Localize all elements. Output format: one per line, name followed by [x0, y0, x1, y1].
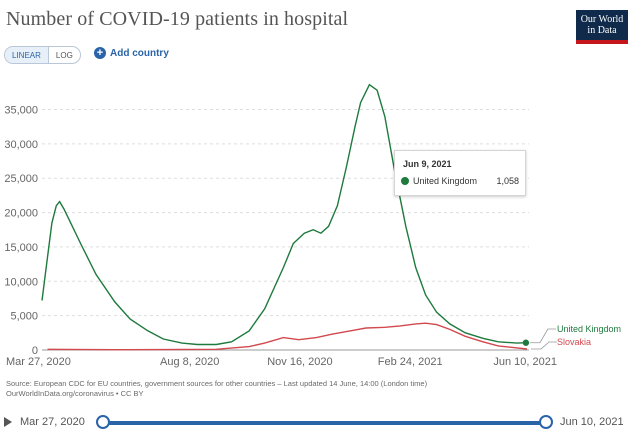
scale-toggle: LINEAR LOG [4, 46, 81, 64]
timeline-start-label: Mar 27, 2020 [20, 416, 85, 428]
logo-line-2: in Data [587, 25, 617, 36]
play-icon[interactable] [4, 417, 12, 427]
legend-connector [529, 328, 556, 344]
y-tick-label: 35,000 [4, 104, 38, 116]
add-country-label: Add country [110, 47, 169, 59]
timeline-track[interactable] [104, 421, 546, 425]
source-note: Source: European CDC for EU countries, g… [6, 379, 427, 399]
data-tooltip: Jun 9, 2021 United Kingdom 1,058 [394, 150, 526, 196]
uk-end-point [522, 339, 530, 346]
series-line-united-kingdom [41, 83, 526, 346]
add-country-button[interactable]: + Add country [94, 47, 169, 59]
hospital-patients-chart[interactable]: 0 5,000 10,000 15,000 20,000 25,000 30,000 35,0… [0, 0, 640, 380]
linear-button[interactable]: LINEAR [5, 47, 49, 63]
x-tick-label: Nov 16, 2020 [267, 356, 332, 368]
source-line-1: Source: European CDC for EU countries, g… [6, 379, 428, 388]
timeline-end-label: Jun 10, 2021 [560, 416, 624, 428]
tooltip-date: Jun 9, 2021 [403, 159, 452, 169]
tooltip-series: United Kingdom [413, 176, 478, 186]
timeline-end-handle[interactable] [539, 415, 553, 429]
source-line-2[interactable]: OurWorldInData.org/coronavirus • CC BY [6, 389, 144, 398]
x-tick-label: Aug 8, 2020 [160, 356, 219, 368]
y-tick-label: 30,000 [4, 139, 38, 151]
chart-title: Number of COVID-19 patients in hospital [6, 8, 349, 30]
timeline-slider: Mar 27, 2020 Jun 10, 2021 [0, 412, 640, 434]
x-tick-label: Jun 10, 2021 [493, 356, 557, 368]
y-tick-label: 0 [32, 345, 38, 357]
logo-line-1: Our World [580, 14, 624, 25]
y-tick-label: 15,000 [4, 242, 38, 254]
y-tick-label: 25,000 [4, 173, 38, 185]
tooltip-row: United Kingdom 1,058 [401, 176, 519, 186]
y-tick-label: 10,000 [4, 276, 38, 288]
legend-label-slovakia: Slovakia [557, 337, 591, 347]
series-line-slovakia [47, 322, 528, 351]
legend-label-united-kingdom: United Kingdom [557, 324, 621, 334]
x-tick-label: Feb 24, 2021 [378, 356, 443, 368]
tooltip-value: 1,058 [496, 176, 519, 186]
owid-logo[interactable]: Our World in Data [576, 10, 628, 44]
y-tick-label: 20,000 [4, 208, 38, 220]
timeline-start-handle[interactable] [96, 415, 110, 429]
legend-connector [531, 341, 557, 350]
log-button[interactable]: LOG [55, 51, 73, 60]
series-dot-icon [401, 177, 409, 185]
plus-circle-icon: + [94, 47, 106, 59]
x-tick-label: Mar 27, 2020 [6, 356, 71, 368]
y-tick-label: 5,000 [10, 311, 38, 323]
